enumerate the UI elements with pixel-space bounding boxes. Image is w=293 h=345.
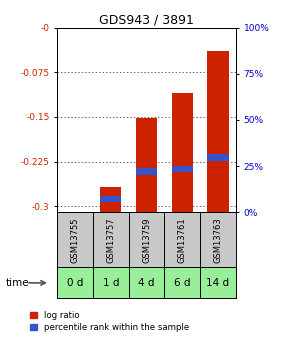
Text: 0 d: 0 d (67, 278, 83, 288)
Text: GSM13761: GSM13761 (178, 217, 187, 263)
Legend: log ratio, percentile rank within the sample: log ratio, percentile rank within the sa… (30, 311, 189, 332)
Title: GDS943 / 3891: GDS943 / 3891 (99, 13, 194, 27)
Text: 1 d: 1 d (103, 278, 119, 288)
Bar (136, 118, 157, 212)
Text: GSM13759: GSM13759 (142, 217, 151, 263)
Text: GSM13763: GSM13763 (214, 217, 222, 263)
Text: 4 d: 4 d (138, 278, 155, 288)
Bar (207, 51, 229, 212)
Bar (171, 166, 193, 172)
Text: 6 d: 6 d (174, 278, 190, 288)
Text: time: time (6, 278, 30, 288)
Bar (171, 93, 193, 212)
Text: GSM13757: GSM13757 (106, 217, 115, 263)
Bar (100, 187, 122, 212)
Bar (136, 168, 157, 175)
Bar (207, 155, 229, 161)
Text: 14 d: 14 d (207, 278, 229, 288)
Text: GSM13755: GSM13755 (71, 217, 79, 263)
Bar (100, 196, 122, 203)
